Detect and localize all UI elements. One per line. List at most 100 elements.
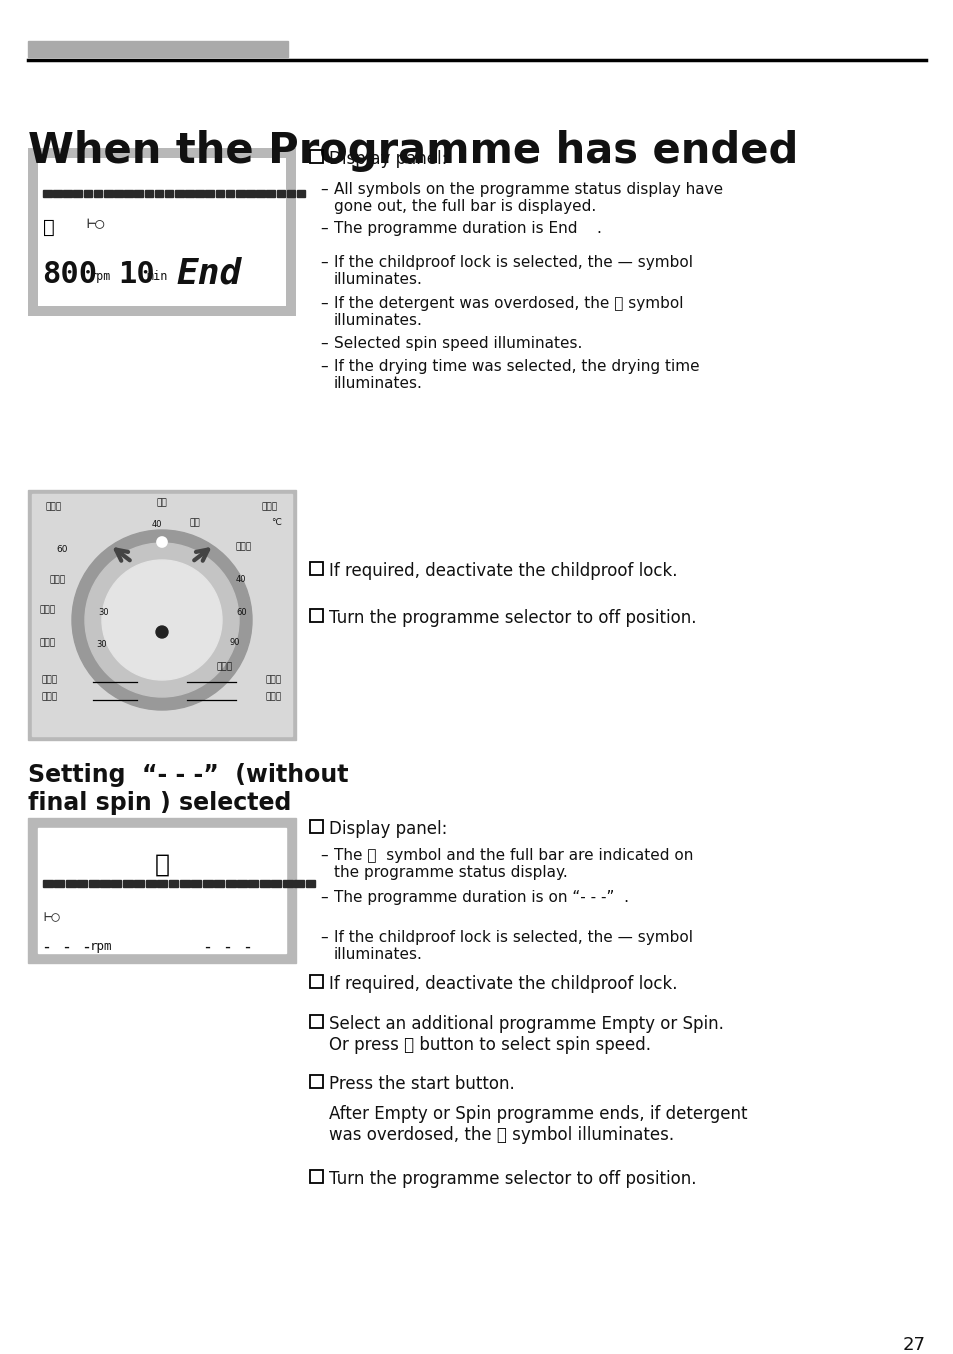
Bar (287, 190, 295, 196)
Bar (146, 880, 155, 887)
Text: 化纤洗: 化纤洗 (46, 502, 62, 510)
Bar (77, 880, 87, 887)
Bar (310, 150, 323, 162)
Bar (28, 41, 288, 57)
Bar (296, 190, 305, 196)
Bar (310, 609, 323, 621)
Circle shape (85, 543, 239, 697)
Text: 羊毛洗: 羊毛洗 (40, 638, 56, 647)
Text: min: min (146, 269, 167, 283)
Bar (226, 190, 234, 196)
Bar (28, 818, 295, 963)
Bar (100, 880, 110, 887)
Bar (310, 1016, 323, 1028)
Bar (157, 880, 167, 887)
Text: 单洗涤: 单洗涤 (266, 676, 282, 684)
Text: If the childproof lock is selected, the — symbol
illuminates.: If the childproof lock is selected, the … (334, 255, 692, 287)
Bar (66, 880, 75, 887)
Text: The Ⓢ  symbol and the full bar are indicated on
the programme status display.: The Ⓢ symbol and the full bar are indica… (334, 848, 693, 880)
Bar (53, 190, 62, 196)
Bar (192, 880, 201, 887)
Bar (237, 880, 247, 887)
Bar (43, 880, 52, 887)
Bar (84, 190, 92, 196)
Bar (246, 190, 254, 196)
Bar (28, 148, 295, 315)
Bar (180, 880, 190, 887)
Text: If required, deactivate the childproof lock.: If required, deactivate the childproof l… (329, 975, 677, 992)
Bar (32, 494, 292, 737)
Text: All symbols on the programme status display have
gone out, the full bar is displ: All symbols on the programme status disp… (334, 181, 722, 214)
Text: Setting  “- - -”  (without: Setting “- - -” (without (28, 764, 348, 787)
Text: Turn the programme selector to off position.: Turn the programme selector to off posit… (329, 609, 696, 627)
Bar (123, 880, 132, 887)
Text: °C: °C (271, 519, 282, 527)
Bar (38, 158, 286, 306)
Bar (205, 190, 213, 196)
Bar (271, 880, 281, 887)
Text: –: – (319, 930, 327, 945)
Text: rpm: rpm (90, 269, 112, 283)
Text: 🌀: 🌀 (154, 853, 170, 877)
Text: The programme duration is on “- - -”  .: The programme duration is on “- - -” . (334, 890, 628, 904)
Text: –: – (319, 255, 327, 269)
Bar (112, 880, 121, 887)
Bar (266, 190, 274, 196)
Text: 🧺: 🧺 (43, 218, 54, 237)
Text: If required, deactivate the childproof lock.: If required, deactivate the childproof l… (329, 562, 677, 580)
Text: - - -: - - - (203, 938, 253, 956)
Text: 强烘干: 强烘干 (216, 662, 233, 672)
Bar (305, 880, 315, 887)
Text: –: – (319, 297, 327, 311)
Bar (134, 880, 144, 887)
Bar (63, 190, 71, 196)
Text: 弱烘干: 弱烘干 (50, 575, 66, 584)
Text: 27: 27 (902, 1336, 925, 1354)
Bar (28, 490, 295, 741)
Bar (174, 190, 184, 196)
Bar (38, 829, 286, 953)
Text: ⊢○: ⊢○ (86, 217, 104, 232)
Text: –: – (319, 221, 327, 236)
Text: 停止: 停止 (156, 498, 167, 506)
Circle shape (102, 561, 222, 680)
Circle shape (157, 538, 167, 547)
Text: If the detergent was overdosed, the Ⓢ symbol
illuminates.: If the detergent was overdosed, the Ⓢ sy… (334, 297, 682, 329)
Bar (154, 190, 163, 196)
Text: 超柔洗: 超柔洗 (40, 605, 56, 613)
Text: final spin ) selected: final spin ) selected (28, 791, 291, 815)
Text: 40: 40 (235, 575, 246, 584)
Text: 超快洗: 超快洗 (235, 542, 252, 551)
Bar (310, 562, 323, 575)
Bar (73, 190, 82, 196)
Bar (276, 190, 285, 196)
Text: 棉织物: 棉织物 (262, 502, 277, 510)
Bar (256, 190, 265, 196)
Bar (259, 880, 270, 887)
Bar (104, 190, 112, 196)
Bar (310, 821, 323, 833)
Bar (282, 880, 293, 887)
Text: Display panel:: Display panel: (329, 821, 447, 838)
Bar (43, 190, 51, 196)
Text: 800: 800 (42, 260, 97, 288)
Bar (134, 190, 143, 196)
Text: The programme duration is End    .: The programme duration is End . (334, 221, 601, 236)
Text: Selected spin speed illuminates.: Selected spin speed illuminates. (334, 336, 581, 351)
Text: Select an additional programme Empty or Spin.
Or press Ⓢ button to select spin s: Select an additional programme Empty or … (329, 1016, 723, 1053)
Bar (145, 190, 153, 196)
Bar (226, 880, 235, 887)
Circle shape (156, 626, 168, 638)
Bar (215, 190, 224, 196)
Circle shape (71, 529, 252, 709)
Text: 单脱水: 单脱水 (42, 692, 58, 701)
Text: When the Programme has ended: When the Programme has ended (28, 130, 798, 172)
Bar (185, 190, 193, 196)
Bar (310, 1170, 323, 1183)
Bar (124, 190, 132, 196)
Text: –: – (319, 890, 327, 904)
Bar (169, 880, 178, 887)
Text: 30: 30 (96, 640, 107, 649)
Text: 60: 60 (56, 546, 68, 554)
Text: –: – (319, 336, 327, 351)
